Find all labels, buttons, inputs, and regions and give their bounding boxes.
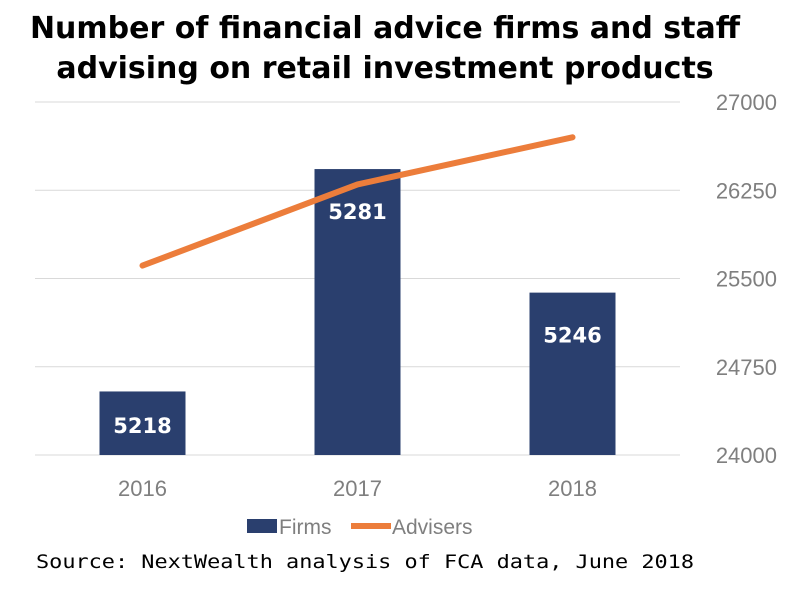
x-axis-tick-label: 2016 [118, 476, 167, 501]
legend: Firms Advisers [247, 516, 473, 539]
right-axis-tick-labels: 24000 24750 25500 26250 27000 [716, 90, 777, 468]
bar-data-label: 5246 [543, 324, 601, 348]
chart-title-line-1: Number of financial advice firms and sta… [30, 11, 741, 46]
source-note: Source: NextWealth analysis of FCA data,… [36, 551, 694, 573]
x-axis-tick-label: 2018 [548, 476, 597, 501]
right-axis-tick-label: 24000 [716, 443, 777, 468]
bar-data-label: 5218 [113, 414, 171, 438]
right-axis-tick-label: 24750 [716, 355, 777, 380]
legend-firms-label: Firms [279, 516, 331, 539]
bar-firms-2017 [314, 169, 401, 455]
right-axis-tick-label: 25500 [716, 267, 777, 292]
chart-title-line-2: advising on retail investment products [56, 51, 713, 86]
bar-firms-2016 [99, 391, 186, 455]
bar-data-labels: 5218 5281 5246 [113, 200, 601, 438]
right-axis-tick-label: 26250 [716, 178, 777, 203]
x-axis-tick-labels: 2016 2017 2018 [118, 476, 597, 501]
advisers-line-layer [139, 134, 576, 269]
legend-firms-swatch [247, 519, 277, 533]
x-axis-tick-label: 2017 [333, 476, 382, 501]
legend-advisers-label: Advisers [392, 516, 473, 539]
firms-bars [99, 169, 616, 455]
right-axis-tick-label: 27000 [716, 90, 777, 115]
advisers-line [139, 134, 576, 269]
bar-firms-2018 [529, 292, 616, 455]
bar-data-label: 5281 [328, 200, 386, 224]
